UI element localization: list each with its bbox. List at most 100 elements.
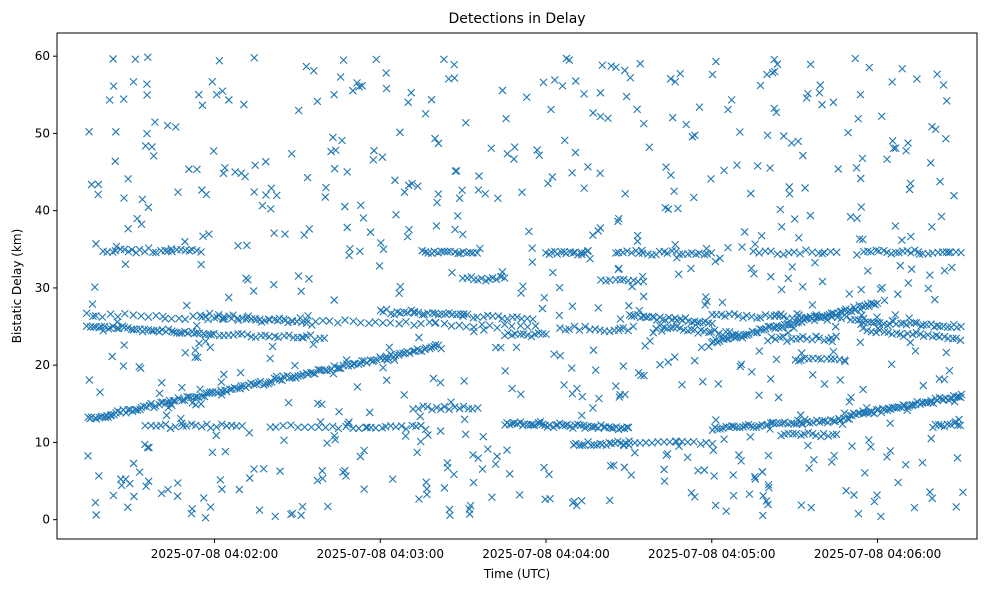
data-point-223 bbox=[199, 232, 207, 241]
data-point-1128 bbox=[436, 405, 445, 413]
data-point-838 bbox=[362, 358, 371, 367]
data-point-1565 bbox=[809, 418, 818, 427]
data-point-1330 bbox=[627, 312, 636, 321]
data-point-1404 bbox=[779, 250, 788, 259]
data-point-25 bbox=[356, 247, 364, 256]
data-point-533 bbox=[92, 239, 100, 248]
data-point-1100 bbox=[428, 308, 437, 317]
data-point-121 bbox=[224, 96, 233, 104]
data-point-1370 bbox=[689, 437, 698, 446]
data-point-1123 bbox=[414, 404, 423, 413]
data-point-660 bbox=[930, 295, 939, 304]
data-point-410 bbox=[353, 382, 362, 391]
plot-frame bbox=[56, 32, 978, 540]
data-point-476 bbox=[290, 361, 299, 370]
data-point-1323 bbox=[687, 249, 696, 257]
data-point-1112 bbox=[371, 424, 380, 432]
data-point-1558 bbox=[790, 419, 798, 428]
data-point-91 bbox=[768, 68, 777, 77]
data-point-49 bbox=[143, 80, 151, 88]
data-point-706 bbox=[683, 453, 692, 462]
data-point-114 bbox=[763, 131, 772, 140]
data-point-43 bbox=[436, 427, 445, 435]
data-point-1171 bbox=[479, 313, 488, 321]
data-point-1500 bbox=[734, 312, 743, 320]
data-point-925 bbox=[500, 320, 509, 329]
data-point-436 bbox=[671, 77, 680, 86]
data-point-538 bbox=[772, 108, 781, 117]
data-point-1023 bbox=[210, 313, 219, 322]
data-point-66 bbox=[395, 289, 404, 298]
data-point-791 bbox=[252, 380, 261, 389]
data-point-1236 bbox=[516, 330, 525, 339]
data-point-998 bbox=[192, 246, 201, 255]
data-point-1170 bbox=[473, 313, 482, 321]
data-point-242 bbox=[808, 300, 817, 309]
data-point-1044 bbox=[308, 321, 316, 329]
data-point-360 bbox=[451, 225, 459, 234]
data-point-294 bbox=[855, 235, 864, 243]
data-point-780 bbox=[225, 385, 234, 394]
data-point-718 bbox=[173, 479, 182, 487]
data-point-604 bbox=[674, 204, 682, 213]
data-point-1581 bbox=[771, 335, 780, 344]
data-point-72 bbox=[928, 122, 936, 131]
data-point-592 bbox=[405, 225, 413, 234]
data-point-82 bbox=[596, 112, 605, 121]
data-point-292 bbox=[84, 452, 92, 460]
data-point-203 bbox=[92, 511, 101, 519]
data-point-1335 bbox=[641, 313, 650, 322]
data-point-350 bbox=[365, 408, 374, 417]
data-point-1008 bbox=[182, 422, 191, 430]
data-point-578 bbox=[698, 377, 707, 386]
data-point-1407 bbox=[796, 249, 804, 258]
data-point-700 bbox=[330, 90, 338, 99]
data-point-167 bbox=[481, 189, 490, 198]
data-point-645 bbox=[136, 364, 145, 373]
data-point-540 bbox=[612, 63, 620, 72]
data-point-1031 bbox=[247, 314, 256, 323]
data-point-1174 bbox=[494, 312, 503, 321]
data-point-761 bbox=[180, 396, 189, 405]
data-point-1552 bbox=[772, 419, 781, 428]
data-point-364 bbox=[469, 478, 478, 487]
data-point-1184 bbox=[505, 420, 514, 429]
data-point-355 bbox=[682, 120, 691, 129]
data-point-1132 bbox=[455, 404, 464, 413]
data-point-107 bbox=[850, 491, 858, 499]
data-point-575 bbox=[510, 155, 518, 163]
data-point-189 bbox=[649, 328, 658, 337]
data-point-482 bbox=[503, 149, 512, 158]
data-point-77 bbox=[845, 397, 854, 406]
data-point-881 bbox=[167, 314, 176, 323]
data-point-675 bbox=[883, 155, 891, 164]
data-point-783 bbox=[233, 384, 241, 393]
data-point-1325 bbox=[695, 249, 704, 258]
data-point-973 bbox=[207, 330, 215, 339]
data-point-380 bbox=[533, 146, 542, 154]
data-point-219 bbox=[853, 250, 861, 259]
data-point-230 bbox=[208, 448, 217, 457]
data-point-609 bbox=[738, 243, 746, 251]
data-point-10 bbox=[302, 62, 311, 71]
data-point-1164 bbox=[492, 275, 501, 284]
data-point-226 bbox=[382, 376, 391, 385]
data-point-180 bbox=[117, 481, 126, 490]
data-point-155 bbox=[773, 60, 782, 69]
data-point-209 bbox=[385, 343, 394, 352]
data-point-1074 bbox=[294, 423, 302, 432]
data-point-391 bbox=[629, 322, 638, 331]
data-point-211 bbox=[758, 511, 767, 520]
data-point-1341 bbox=[658, 315, 667, 324]
data-point-1764 bbox=[943, 420, 952, 429]
data-point-551 bbox=[141, 141, 150, 150]
data-point-1086 bbox=[379, 307, 387, 316]
data-point-301 bbox=[491, 460, 500, 468]
data-point-480 bbox=[959, 488, 967, 497]
data-point-620 bbox=[323, 502, 332, 511]
data-point-873 bbox=[106, 310, 115, 319]
data-point-1402 bbox=[767, 247, 775, 256]
data-point-1362 bbox=[641, 438, 650, 447]
data-point-1673 bbox=[946, 394, 954, 403]
data-point-328 bbox=[865, 63, 874, 72]
